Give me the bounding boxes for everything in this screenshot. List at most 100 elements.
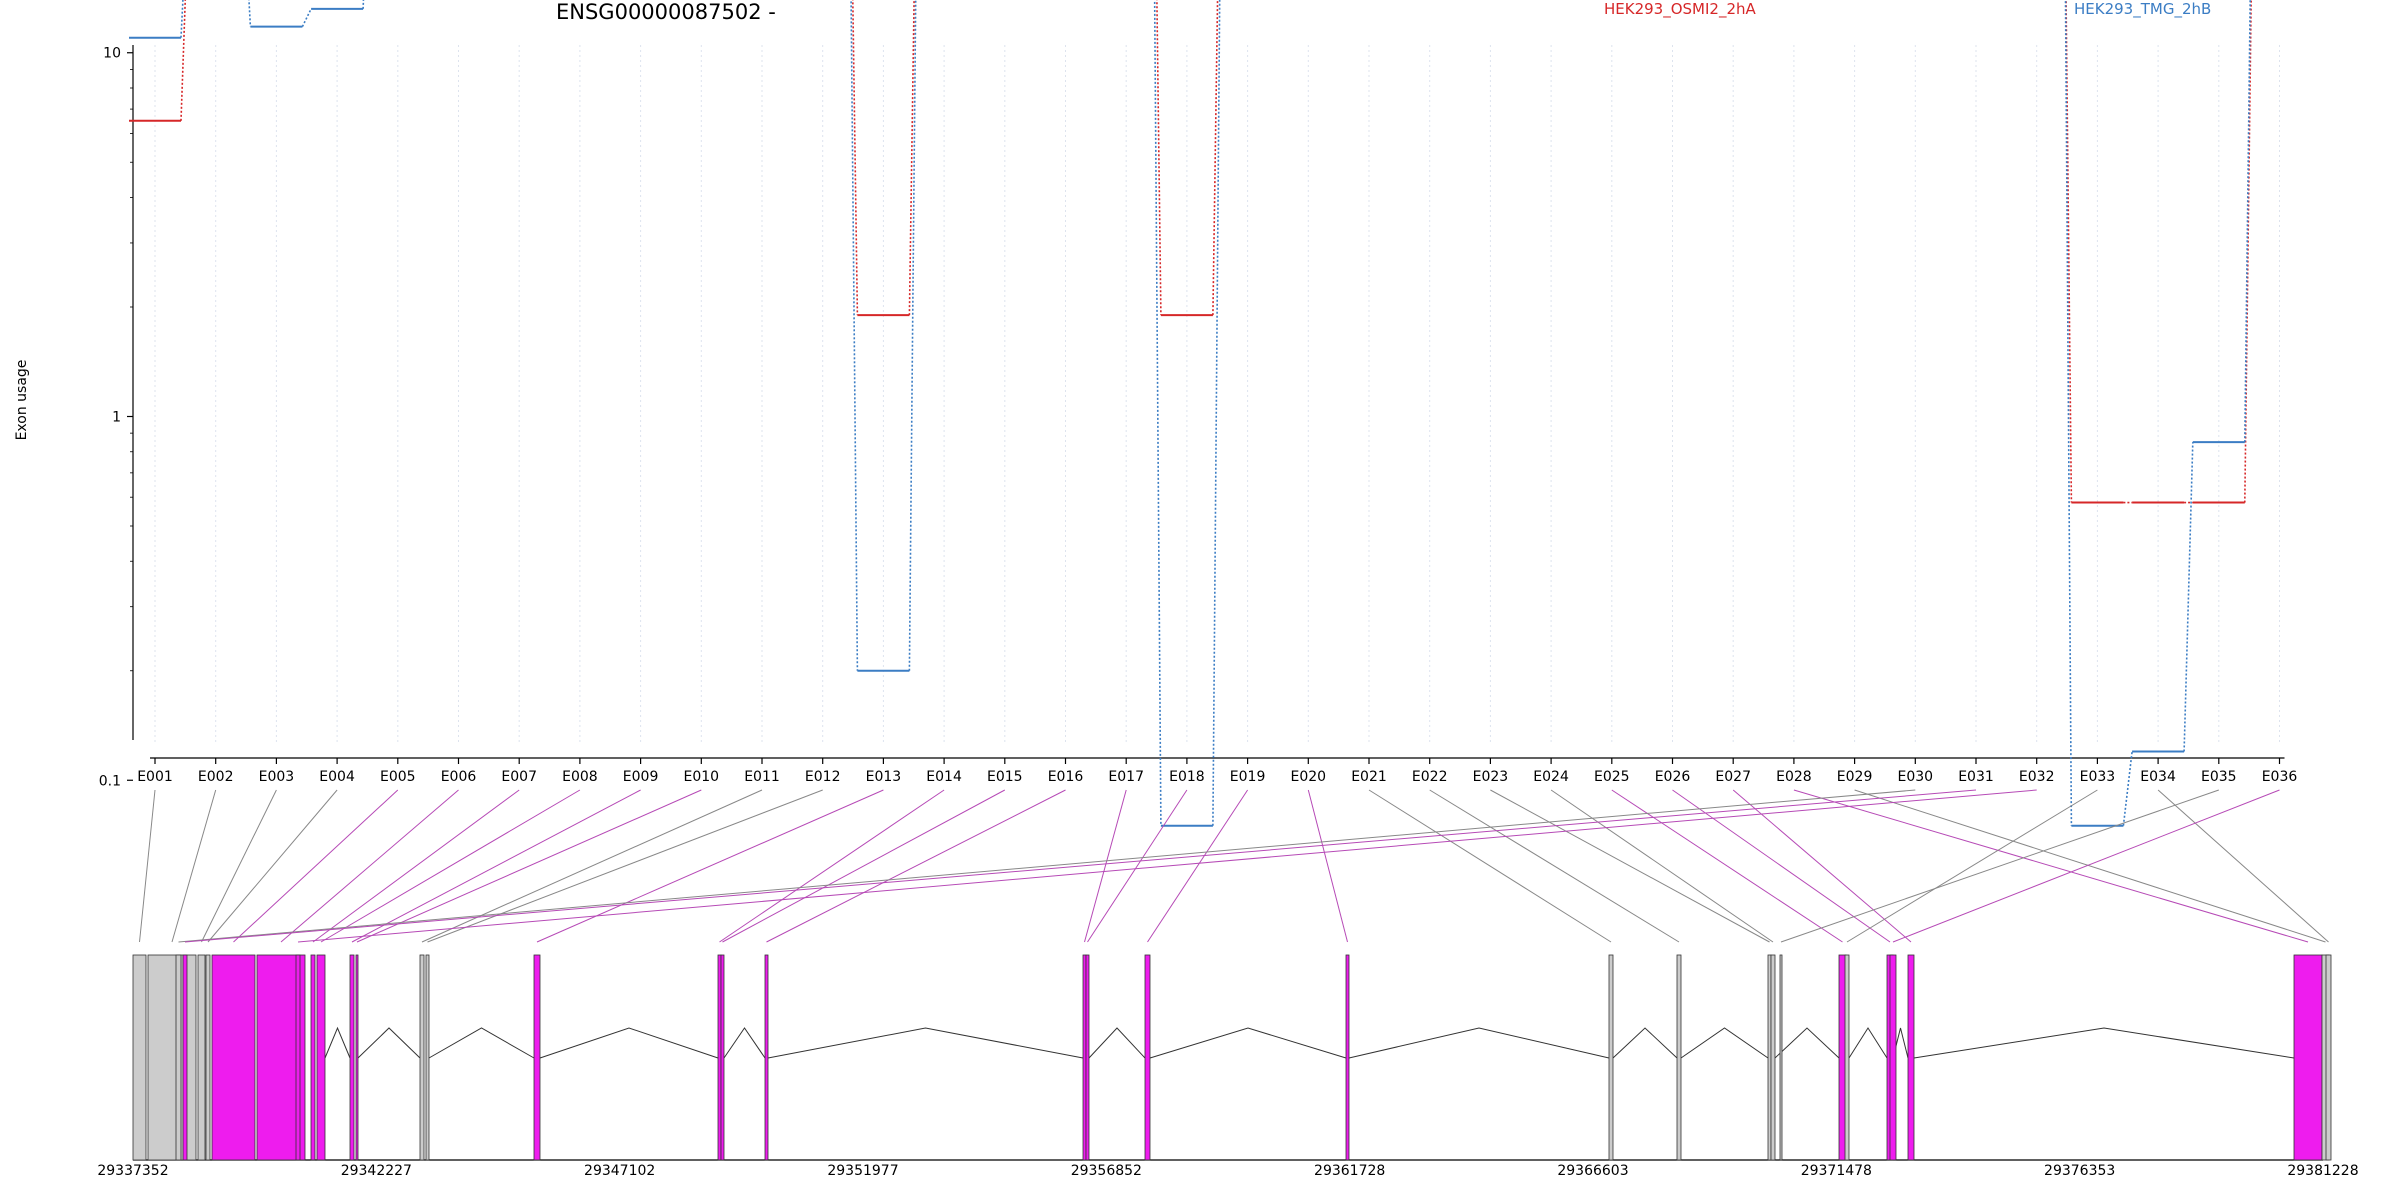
y-tick-label: 10	[103, 46, 121, 62]
x-tick-label-e025: E025	[1594, 769, 1630, 785]
x-tick-label-e036: E036	[2262, 769, 2298, 785]
exon-block-e017	[1082, 954, 1087, 1161]
intron-line	[1848, 1027, 1888, 1059]
intron-line	[1774, 1027, 1840, 1059]
exon-block-e015	[720, 954, 725, 1161]
exon-connector-e004	[207, 789, 338, 943]
exon-connector-e021	[1368, 789, 1612, 943]
x-tick-label-e007: E007	[501, 769, 537, 785]
intron-line	[1088, 1027, 1146, 1059]
exon-block-e030	[175, 954, 182, 1161]
series-tmg-connector	[1212, 0, 1221, 826]
exon-connector-e015	[722, 789, 1006, 943]
genomic-tick-label: 29361728	[1314, 1163, 1385, 1179]
exon-connector-e025	[1611, 789, 1843, 943]
x-tick-label-e013: E013	[866, 769, 902, 785]
exon-block-e014	[717, 954, 722, 1161]
exon-block-e021	[1608, 954, 1614, 1161]
x-tick-label-e032: E032	[2019, 769, 2055, 785]
exon-block-e004	[205, 954, 211, 1161]
exon-connector-e008	[320, 789, 581, 943]
exon-block-e023	[1767, 954, 1772, 1161]
exon-connector-e023	[1490, 789, 1770, 943]
exon-block-e024	[1770, 954, 1776, 1161]
exon-connector-e030	[178, 789, 1916, 943]
exon-connector-e016	[766, 789, 1066, 943]
y-tick-label: 1	[112, 410, 121, 426]
series-tmg-connector	[2064, 0, 2073, 826]
exon-block-e010	[355, 954, 359, 1161]
exon-connector-e036	[1892, 789, 2280, 943]
exon-connector-e002	[171, 789, 217, 943]
exon-connector-e012	[427, 789, 823, 943]
exon-block-e028	[2293, 954, 2323, 1161]
x-tick-label-e017: E017	[1108, 769, 1144, 785]
exon-connector-e010	[356, 789, 702, 943]
exon-connector-e003	[201, 789, 277, 943]
exon-block-e007	[310, 954, 316, 1161]
series-tmg-connector	[2244, 0, 2251, 443]
intron-line	[357, 1027, 421, 1059]
x-tick-label-e033: E033	[2080, 769, 2116, 785]
exon-connector-e029	[1854, 789, 2326, 943]
exon-connector-e009	[351, 789, 641, 943]
exon-block-e016	[764, 954, 769, 1161]
exon-connector-e013	[536, 789, 884, 943]
series-tmg-connector	[908, 0, 917, 671]
intron-line	[1680, 1027, 1769, 1059]
exon-block-e001	[132, 954, 147, 1161]
x-tick-label-e001: E001	[137, 769, 173, 785]
exon-connector-e014	[719, 789, 945, 943]
series-osmi2-connector	[180, 0, 187, 121]
intron-line	[1348, 1027, 1610, 1059]
x-tick-label-e034: E034	[2140, 769, 2176, 785]
series-tmg-connector	[850, 0, 859, 671]
series-tmg-connector	[248, 0, 252, 27]
series-osmi2-connector	[908, 0, 915, 316]
genomic-tick-label: 29356852	[1071, 1163, 1142, 1179]
exon-block-e019	[1144, 954, 1151, 1161]
chart-title: ENSG00000087502 -	[556, 0, 776, 24]
x-tick-label-e005: E005	[380, 769, 416, 785]
genomic-tick-label: 29337352	[97, 1163, 168, 1179]
series-tmg-connector	[1153, 0, 1162, 826]
x-tick-label-e019: E019	[1230, 769, 1266, 785]
genomic-tick-label: 29371478	[1801, 1163, 1872, 1179]
x-tick-label-e003: E003	[259, 769, 295, 785]
x-tick-label-e011: E011	[744, 769, 780, 785]
exon-connector-e017	[1084, 789, 1127, 943]
x-tick-label-e035: E035	[2201, 769, 2237, 785]
exon-block-e031	[182, 954, 188, 1161]
x-tick-label-e010: E010	[684, 769, 720, 785]
intron-line	[767, 1027, 1084, 1059]
series-tmg-connector	[301, 8, 312, 27]
x-tick-label-e027: E027	[1715, 769, 1751, 785]
y-tick-label: 0.1	[99, 773, 121, 789]
x-tick-label-e016: E016	[1048, 769, 1084, 785]
exon-connector-e018	[1087, 789, 1188, 943]
genomic-tick-label: 29342227	[341, 1163, 412, 1179]
exon-block-e035	[1779, 954, 1783, 1161]
exon-connector-e031	[184, 789, 1977, 943]
x-tick-label-e012: E012	[805, 769, 841, 785]
legend-entry-osmi2: HEK293_OSMI2_2hA	[1604, 0, 1756, 18]
exon-block-e011	[419, 954, 425, 1161]
intron-line	[1149, 1027, 1347, 1059]
x-tick-label-e009: E009	[623, 769, 659, 785]
series-tmg-connector	[2183, 442, 2194, 752]
x-tick-label-e020: E020	[1291, 769, 1327, 785]
legend-entry-tmg: HEK293_TMG_2hB	[2074, 0, 2212, 18]
exon-block-e012	[425, 954, 430, 1161]
genomic-tick-label: 29376353	[2044, 1163, 2115, 1179]
x-tick-label-e014: E014	[926, 769, 962, 785]
exon-block-e032	[295, 954, 301, 1161]
exon-connector-e024	[1550, 789, 1774, 943]
x-tick-label-e022: E022	[1412, 769, 1448, 785]
series-osmi2-connector	[852, 0, 859, 316]
exon-block-e003	[197, 954, 206, 1161]
exon-connector-e006	[280, 789, 459, 943]
x-tick-label-e030: E030	[1898, 769, 1934, 785]
genomic-tick-label: 29366603	[1557, 1163, 1628, 1179]
exon-block-e008	[316, 954, 326, 1161]
